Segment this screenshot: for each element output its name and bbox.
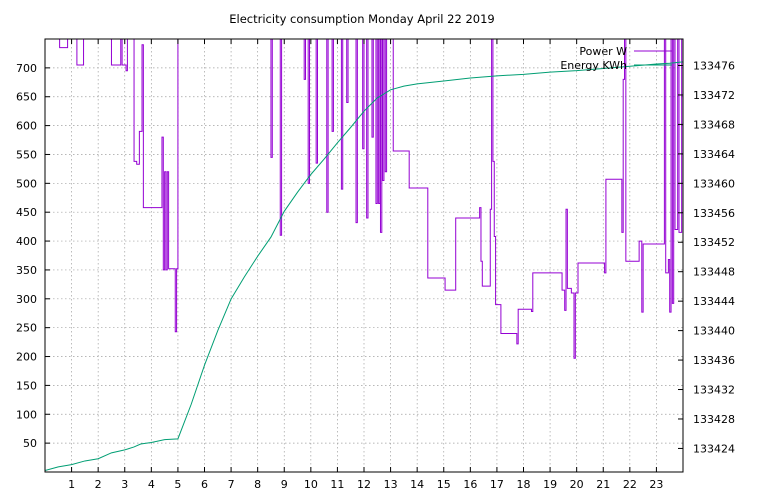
y-left-tick-label: 500	[16, 177, 37, 190]
x-tick-label: 22	[623, 478, 637, 491]
series-line-power-w	[59, 39, 179, 333]
y-right-tick-label: 133432	[693, 384, 735, 397]
y-right-tick-label: 133444	[693, 295, 735, 308]
y-right-tick-label: 133464	[693, 148, 735, 161]
y-left-tick-label: 400	[16, 235, 37, 248]
x-tick-label: 13	[384, 478, 398, 491]
x-tick-label: 1	[68, 478, 75, 491]
y-right-tick-label: 133476	[693, 60, 735, 73]
y-left-tick-label: 200	[16, 351, 37, 364]
x-tick-label: 18	[517, 478, 531, 491]
y-left-tick-label: 50	[23, 437, 37, 450]
y-right-tick-label: 133428	[693, 413, 735, 426]
y-right-tick-label: 133424	[693, 442, 735, 455]
series-layer	[45, 39, 683, 472]
x-tick-label: 6	[201, 478, 208, 491]
x-tick-label: 4	[148, 478, 155, 491]
x-tick-label: 10	[304, 478, 318, 491]
x-tick-label: 14	[410, 478, 424, 491]
x-tick-label: 16	[463, 478, 477, 491]
y-right-tick-label: 133436	[693, 354, 735, 367]
y-right-tick-label: 133460	[693, 177, 735, 190]
x-tick-label: 3	[121, 478, 128, 491]
x-tick-label: 7	[228, 478, 235, 491]
y-left-tick-label: 150	[16, 379, 37, 392]
y-left-tick-label: 600	[16, 120, 37, 133]
y-left-tick-label: 250	[16, 322, 37, 335]
x-tick-label: 5	[174, 478, 181, 491]
x-tick-label: 19	[543, 478, 557, 491]
y-right-tick-label: 133440	[693, 325, 735, 338]
x-tick-label: 12	[357, 478, 371, 491]
y-left-tick-label: 650	[16, 91, 37, 104]
x-tick-label: 23	[649, 478, 663, 491]
chart-title: Electricity consumption Monday April 22 …	[229, 12, 494, 26]
axis-ticks: 1 2 3 4 5 6 7 8 9 10 11 12 13 14 15 16 17 18 19 20 21 22 23501…	[16, 39, 735, 491]
y-right-tick-label: 133456	[693, 207, 735, 220]
y-right-tick-label: 133448	[693, 266, 735, 279]
y-left-tick-label: 550	[16, 148, 37, 161]
x-tick-label: 17	[490, 478, 504, 491]
x-tick-label: 11	[330, 478, 344, 491]
x-tick-label: 9	[281, 478, 288, 491]
y-left-tick-label: 100	[16, 408, 37, 421]
legend-label: Energy KWh	[560, 59, 627, 72]
legend-label: Power W	[579, 45, 627, 58]
y-left-tick-label: 700	[16, 62, 37, 75]
y-left-tick-label: 450	[16, 206, 37, 219]
series-line-energy-kwh	[45, 61, 683, 472]
y-left-tick-label: 300	[16, 293, 37, 306]
y-right-tick-label: 133452	[693, 236, 735, 249]
x-tick-label: 15	[437, 478, 451, 491]
series-line-power-w	[270, 39, 683, 359]
y-right-tick-label: 133468	[693, 118, 735, 131]
x-tick-label: 2	[95, 478, 102, 491]
x-tick-label: 8	[254, 478, 261, 491]
y-right-tick-label: 133472	[693, 89, 735, 102]
x-tick-label: 20	[570, 478, 584, 491]
x-tick-label: 21	[596, 478, 610, 491]
y-left-tick-label: 350	[16, 264, 37, 277]
